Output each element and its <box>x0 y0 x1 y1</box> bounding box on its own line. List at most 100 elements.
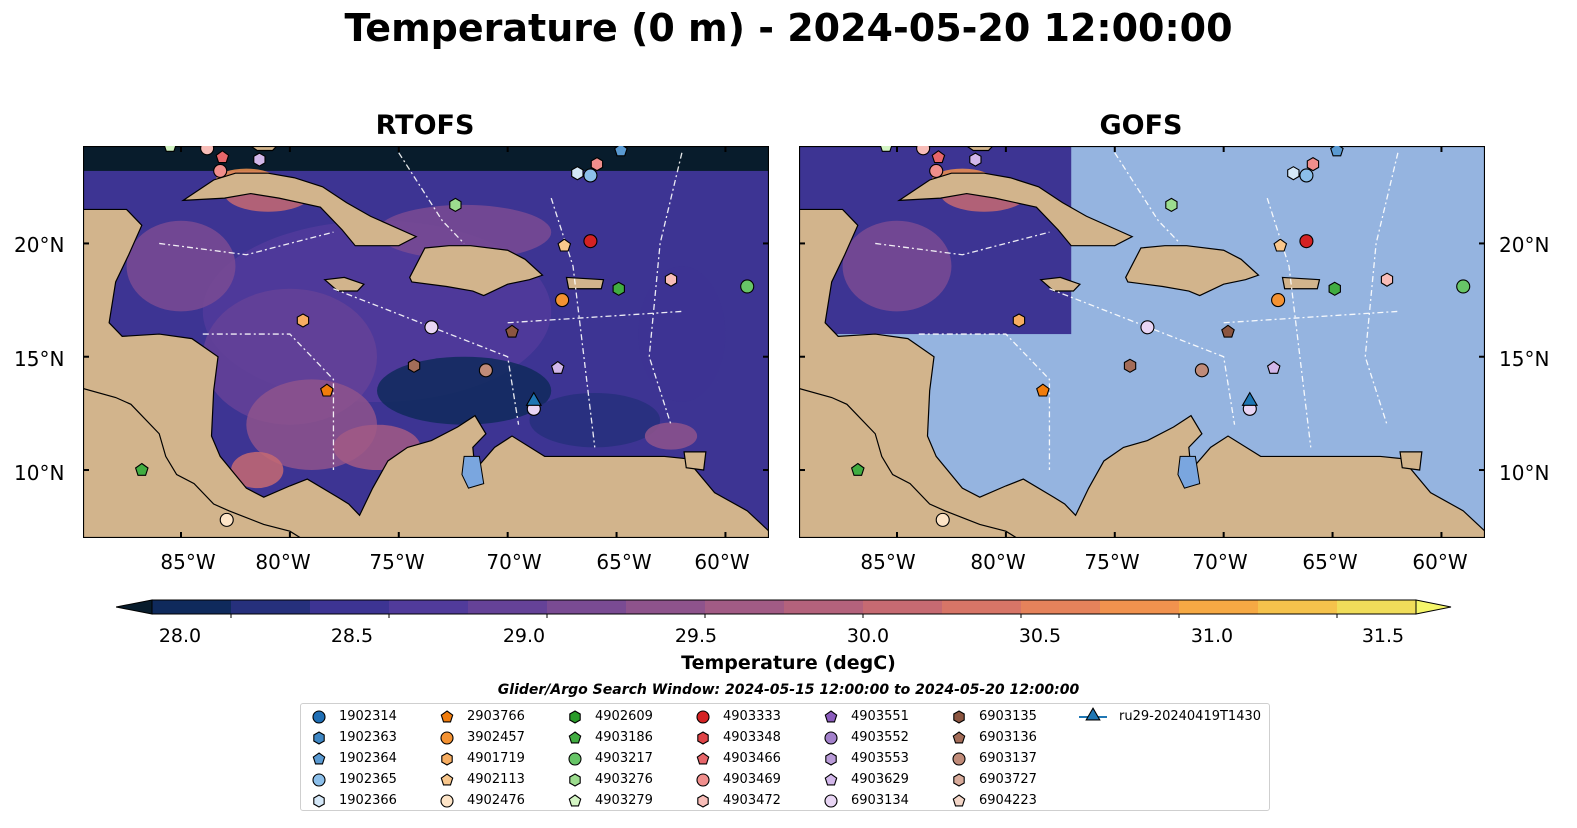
legend-marker <box>952 794 966 807</box>
lon-tick-80w: 80°W <box>970 550 1026 574</box>
legend-marker <box>312 710 326 724</box>
float-marker <box>929 163 944 178</box>
colorbar-extend-low <box>116 599 153 615</box>
lon-tick-65w: 65°W <box>1302 550 1358 574</box>
colorbar-segment <box>1179 600 1259 614</box>
colorbar-segment <box>1021 600 1101 614</box>
legend-label: 4903552 <box>851 729 909 745</box>
legend-label: 4902113 <box>467 771 525 787</box>
lon-tick-85w: 85°W <box>860 550 916 574</box>
lon-tick-75w: 75°W <box>1084 550 1140 574</box>
legend-marker <box>697 731 709 745</box>
legend-label: 4903472 <box>723 792 781 808</box>
colorbar-segment <box>310 600 390 614</box>
float-marker <box>525 391 543 406</box>
legend-marker-hexagon <box>825 752 837 766</box>
legend-item: 4903551 <box>821 706 909 726</box>
legend-label: 6903727 <box>979 771 1037 787</box>
legend-marker <box>441 752 453 766</box>
legend-marker-pentagon <box>952 794 966 807</box>
lon-tick-80w: 80°W <box>255 550 311 574</box>
legend-marker-circle <box>440 731 454 745</box>
colorbar-segment <box>705 600 785 614</box>
legend-item: 6903134 <box>821 790 909 810</box>
colorbar-segment <box>863 600 943 614</box>
float-marker <box>320 383 334 397</box>
colorbar-segment <box>468 600 548 614</box>
legend-item: 4902609 <box>565 706 653 726</box>
legend-label: 3902457 <box>467 729 525 745</box>
legend-marker-circle <box>696 773 710 787</box>
float-marker <box>1221 324 1235 338</box>
legend-item: 4902476 <box>437 790 525 810</box>
boundary-line <box>1266 197 1312 448</box>
legend-item: 4903217 <box>565 748 653 768</box>
legend-label: 6903134 <box>851 792 909 808</box>
float-marker <box>1271 293 1286 308</box>
legend-item: 4903348 <box>693 727 781 747</box>
colorbar-tick-28-0: 28.0 <box>158 625 202 647</box>
legend-item: 4903276 <box>565 769 653 789</box>
legend-marker <box>824 710 838 723</box>
float-marker <box>557 238 572 252</box>
legend-marker-hexagon <box>953 710 965 724</box>
float-marker <box>1036 383 1050 397</box>
land-hispaniola <box>408 245 544 297</box>
colorbar-label: Temperature (degC) <box>681 652 896 674</box>
legend-item: 4903279 <box>565 790 653 810</box>
legend-marker-hexagon <box>697 731 709 745</box>
legend-marker <box>312 773 326 787</box>
land-south-fl <box>965 146 994 152</box>
land-hispaniola <box>1124 245 1260 297</box>
legend-marker <box>440 731 454 745</box>
float-marker <box>879 146 893 152</box>
legend-item: 1902365 <box>309 769 397 789</box>
legend-label: 4902609 <box>595 708 653 724</box>
colorbar-frame <box>151 599 1417 615</box>
legend-item: 4903333 <box>693 706 781 726</box>
legend-title: Glider/Argo Search Window: 2024-05-15 12… <box>497 682 1080 698</box>
boundary-line <box>550 197 596 448</box>
float-marker <box>1328 281 1341 296</box>
legend-item: 4903552 <box>821 727 909 747</box>
legend-item: 4903466 <box>693 748 781 768</box>
temperature-blob <box>377 356 552 425</box>
legend-item: 4903469 <box>693 769 781 789</box>
boundary-line <box>398 152 465 244</box>
boundary-line <box>875 231 1050 256</box>
float-marker <box>163 146 177 152</box>
land-cuba <box>897 172 1134 247</box>
float-marker <box>571 166 584 181</box>
legend-item: 1902364 <box>309 748 397 768</box>
colorbar-tick-31-0: 31.0 <box>1190 625 1234 647</box>
legend-label: 1902366 <box>339 792 397 808</box>
colorbar-segment <box>1337 600 1417 614</box>
legend-label: 4901719 <box>467 750 525 766</box>
land-pacific-coast <box>799 387 1018 538</box>
float-marker <box>1194 363 1209 378</box>
legend-marker <box>952 731 966 744</box>
float-marker <box>505 324 519 338</box>
float-marker <box>1330 146 1344 157</box>
float-marker <box>1306 156 1320 172</box>
legend-label: 4903553 <box>851 750 909 766</box>
legend-marker-pentagon <box>568 794 582 807</box>
legend-label: 1902364 <box>339 750 397 766</box>
legend-item: 4903186 <box>565 727 653 747</box>
legend-label: 4903217 <box>595 750 653 766</box>
legend-label: 4903629 <box>851 771 909 787</box>
land-cuba <box>181 172 418 247</box>
lon-tick-65w: 65°W <box>596 550 652 574</box>
legend-marker-circle <box>312 773 326 787</box>
float-marker <box>583 168 598 183</box>
panel-title-gofs: GOFS <box>1099 110 1183 141</box>
temperature-blob <box>126 220 236 312</box>
legend-marker-hexagon <box>441 752 453 766</box>
legend-item: 6903727 <box>949 769 1037 789</box>
float-marker <box>253 152 266 167</box>
legend-marker <box>568 794 582 807</box>
legend-item: 1902366 <box>309 790 397 810</box>
legend-label: 6903136 <box>979 729 1037 745</box>
float-marker <box>1140 320 1155 335</box>
colorbar-tick-28-5: 28.5 <box>330 625 374 647</box>
